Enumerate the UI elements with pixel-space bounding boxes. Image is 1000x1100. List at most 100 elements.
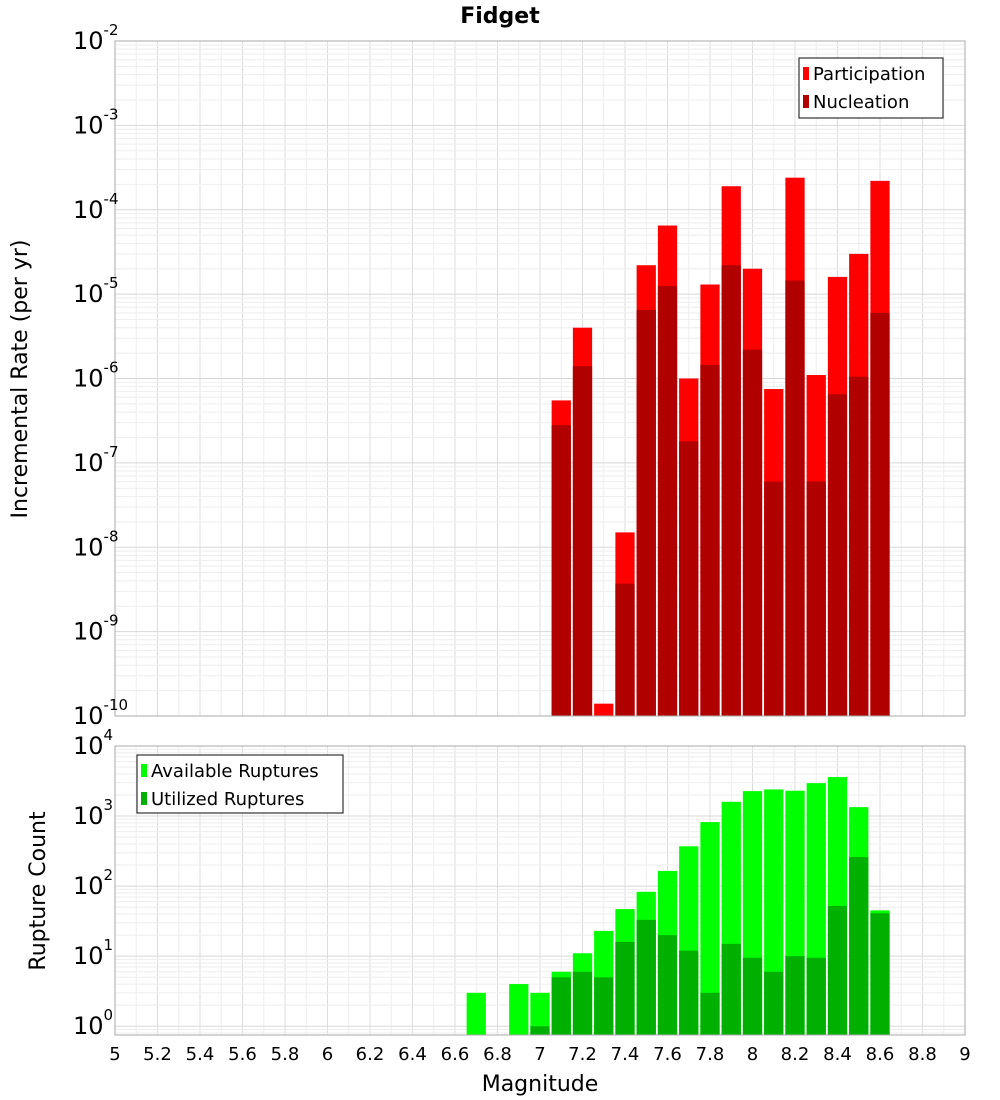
legend-label: Available Ruptures: [151, 761, 319, 782]
legend-box: [136, 754, 344, 814]
y-tick-label: 10-10: [73, 696, 128, 730]
top-panel: 10-10 10-9 10-8 10-7 10-6 10-5 10-4 10-3 10-2 Par…: [73, 21, 966, 730]
top-bars: [551, 177, 890, 716]
x-tick-label: 7.4: [611, 1044, 640, 1065]
bar: [721, 265, 741, 716]
bar: [700, 992, 720, 1035]
x-tick-label: 6.6: [441, 1044, 470, 1065]
x-tick-label: 5.4: [186, 1044, 215, 1065]
x-tick-label: 8.6: [866, 1044, 895, 1065]
bar: [657, 935, 678, 1035]
bar: [849, 376, 869, 716]
series-nucleation: [551, 265, 890, 716]
bar: [636, 309, 656, 716]
bar: [551, 425, 571, 716]
legend-box: [798, 57, 944, 119]
y-tick-label: 10-4: [73, 190, 119, 224]
legend-swatch: [803, 95, 809, 108]
x-tick-label: 8.8: [908, 1044, 937, 1065]
bar: [785, 280, 805, 716]
x-tick-label: 7: [534, 1044, 545, 1065]
legend-label: Nucleation: [813, 92, 909, 113]
top-legend: Participation Nucleation: [798, 57, 944, 119]
y-tick-label: 100: [73, 1006, 113, 1040]
bar: [530, 992, 550, 1035]
bottom-y-axis-title: Rupture Count: [26, 811, 51, 971]
y-tick-label: 103: [73, 796, 113, 830]
y-tick-label: 10-6: [73, 359, 119, 393]
bar: [700, 822, 720, 1035]
y-tick-label: 102: [73, 866, 113, 900]
bottom-panel: 100 101 102 103 104 5 5.2 5.4 5.6 5.8 6 6.2 6.4 6.6 6.…: [73, 726, 971, 1065]
x-tick-label: 6: [322, 1044, 333, 1065]
bar: [764, 481, 784, 716]
chart-title: Fidget: [460, 4, 540, 29]
top-y-axis-title: Incremental Rate (per yr): [8, 240, 33, 519]
top-y-tick-labels: 10-10 10-9 10-8 10-7 10-6 10-5 10-4 10-3 10-2: [73, 21, 128, 730]
x-tick-label: 8: [747, 1044, 758, 1065]
bar: [636, 919, 656, 1035]
x-tick-label: 7.6: [653, 1044, 682, 1065]
bar: [594, 977, 614, 1035]
legend-swatch: [141, 764, 147, 777]
x-tick-label: 6.8: [483, 1044, 512, 1065]
x-tick-label: 6.2: [356, 1044, 385, 1065]
x-tick-label: 5.2: [143, 1044, 172, 1065]
bar: [551, 977, 571, 1035]
x-tick-label: 7.2: [568, 1044, 597, 1065]
bar: [572, 366, 593, 716]
bar: [530, 1026, 550, 1035]
bar: [827, 394, 848, 716]
top-plot-border: [114, 40, 966, 717]
x-tick-labels: 5 5.2 5.4 5.6 5.8 6 6.2 6.4 6.6 6.8 7 7.2 7.4 7.6 7.8 8…: [109, 1044, 970, 1065]
y-tick-label: 104: [73, 726, 113, 760]
bar: [806, 957, 826, 1035]
legend-swatch: [141, 792, 147, 805]
x-tick-label: 5.8: [271, 1044, 300, 1065]
y-tick-label: 10-5: [73, 274, 119, 308]
legend-label: Utilized Ruptures: [151, 789, 304, 810]
legend-label: Participation: [813, 64, 925, 85]
bar: [742, 349, 763, 716]
bar: [572, 971, 593, 1035]
bar: [764, 971, 784, 1035]
y-tick-label: 10-7: [73, 443, 119, 477]
bar: [827, 906, 848, 1035]
x-tick-label: 7.8: [696, 1044, 725, 1065]
bar: [509, 984, 529, 1035]
y-tick-label: 10-9: [73, 612, 119, 646]
bar: [785, 956, 805, 1035]
bottom-plot-border: [114, 745, 966, 1036]
bar: [870, 312, 890, 716]
bar: [700, 364, 720, 716]
series-utilized-ruptures: [530, 857, 890, 1035]
x-tick-label: 8.4: [823, 1044, 852, 1065]
y-tick-label: 10-8: [73, 527, 119, 561]
bottom-bars: [466, 777, 890, 1035]
bar: [679, 441, 699, 716]
x-tick-label: 5: [109, 1044, 120, 1065]
bar: [742, 957, 763, 1035]
legend-swatch: [803, 67, 809, 80]
bar: [615, 583, 635, 716]
x-tick-label: 5.6: [228, 1044, 257, 1065]
bar: [615, 941, 635, 1035]
x-tick-label: 6.4: [398, 1044, 427, 1065]
bar: [466, 992, 486, 1035]
y-tick-label: 10-3: [73, 105, 119, 139]
bar: [806, 481, 826, 716]
bar: [721, 943, 741, 1035]
bar: [849, 857, 869, 1035]
bar: [870, 913, 890, 1035]
x-tick-label: 9: [959, 1044, 970, 1065]
y-tick-label: 10-2: [73, 21, 119, 55]
bottom-legend: Available Ruptures Utilized Ruptures: [136, 754, 344, 814]
x-axis-title: Magnitude: [482, 1072, 599, 1097]
bar: [679, 950, 699, 1035]
bar: [594, 703, 614, 716]
y-tick-label: 101: [73, 936, 113, 970]
bottom-y-tick-labels: 100 101 102 103 104: [73, 726, 113, 1040]
x-tick-label: 8.2: [781, 1044, 810, 1065]
bar: [657, 285, 678, 716]
